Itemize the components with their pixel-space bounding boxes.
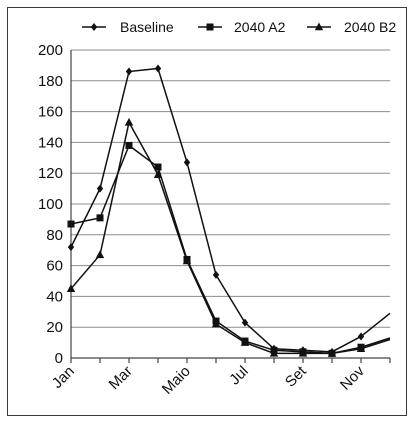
series-2 [66,117,391,357]
data-point [125,67,133,76]
data-point [67,220,75,228]
y-tick-label: 160 [38,104,63,121]
series-0 [67,64,391,356]
y-tick-label: 140 [38,134,63,151]
data-point [327,348,337,357]
y-tick-label: 40 [46,288,63,305]
legend-label: 2040 B2 [344,19,396,35]
data-point [212,270,220,279]
y-axis-ticks: 0 20 40 60 80 100 120 140 160 180 200 [38,42,63,367]
data-point [67,243,75,252]
series-line [70,120,391,355]
data-point [96,214,104,222]
x-tick-label: Nov [337,362,368,393]
data-point [241,318,249,327]
data-point [153,170,163,179]
series-line [70,67,391,353]
y-tick-label: 20 [46,319,63,336]
data-point [154,163,162,171]
legend-marker [314,22,324,31]
y-tick-label: 100 [38,196,63,213]
x-tick-label: Set [282,362,311,391]
data-point [125,141,133,149]
gridlines [71,49,390,328]
data-point [211,319,221,328]
data-point [124,117,134,126]
data-point [240,338,250,346]
x-tick-label: Jan [49,363,78,392]
series-1 [67,141,391,357]
series [66,64,391,357]
x-tick-label: Mar [106,363,136,393]
x-tick-label: Maio [159,363,194,398]
y-tick-label: 0 [55,350,63,367]
data-point [183,158,191,167]
data-point [96,184,104,193]
y-tick-label: 200 [38,42,63,59]
data-point [182,256,192,265]
data-point [357,332,365,341]
data-point [95,250,105,259]
data-point [356,344,366,353]
x-tick-label: Jul [226,363,252,389]
legend-item-2: 2040 B2 [307,19,396,35]
chart-frame: Baseline 2040 A2 2040 B2 0 20 40 60 80 100 120 14… [7,7,407,416]
y-tick-label: 120 [38,165,63,182]
data-point [269,348,279,357]
x-axis-ticks: Jan Mar Maio Jul Set Nov [49,362,368,398]
data-point [298,348,308,357]
y-tick-label: 180 [38,73,63,90]
legend-label: 2040 A2 [234,19,286,35]
y-tick-label: 60 [46,258,63,275]
legend: Baseline 2040 A2 2040 B2 [82,19,396,35]
data-point [154,64,162,73]
series-line [70,144,391,355]
data-point [66,284,76,292]
legend-item-0: Baseline [82,19,174,35]
y-tick-label: 80 [46,227,63,244]
legend-marker [206,23,214,31]
legend-label: Baseline [120,19,174,35]
legend-item-1: 2040 A2 [198,19,286,35]
axes [70,50,391,363]
legend-marker [90,23,98,31]
line-chart: Baseline 2040 A2 2040 B2 0 20 40 60 80 100 120 14… [38,19,396,398]
